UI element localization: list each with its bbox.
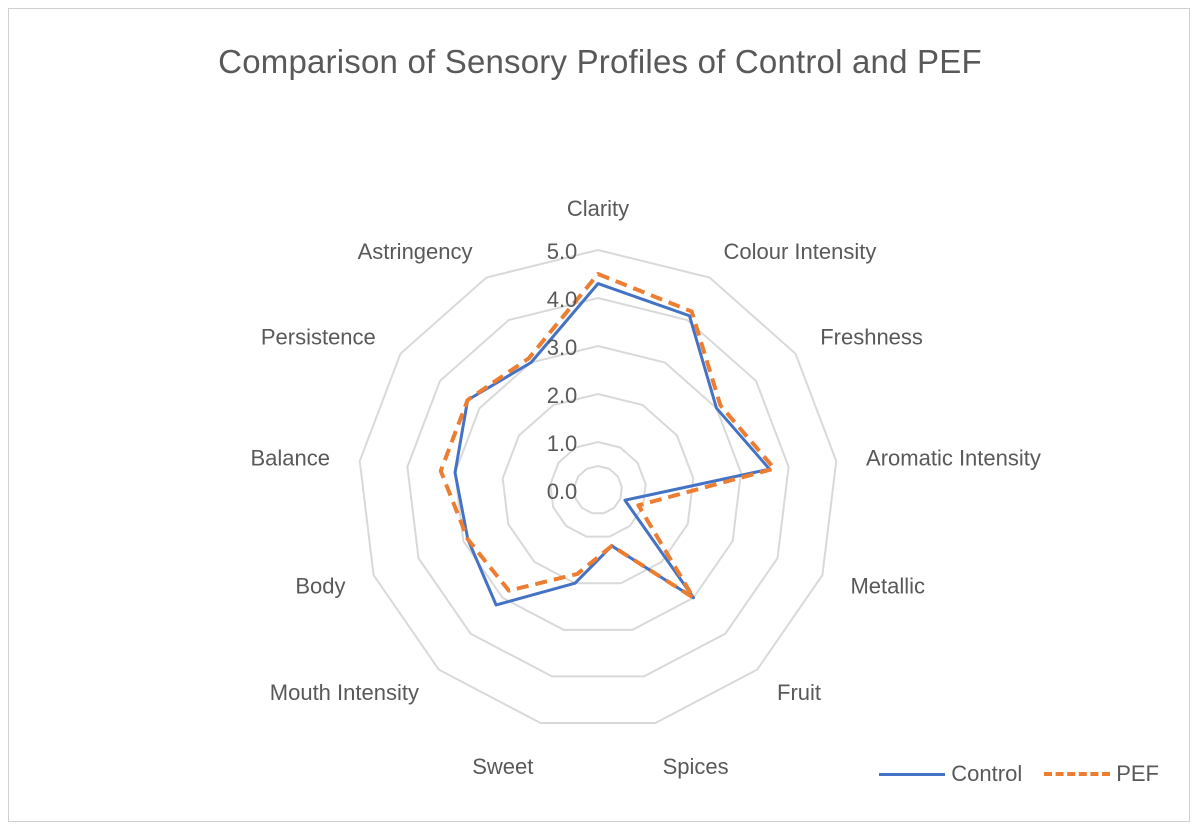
tick-label-1: 1.0 <box>547 431 578 456</box>
legend-swatch-control <box>879 772 946 776</box>
legend-item-control: Control <box>879 761 1022 787</box>
legend-item-pef: PEF <box>1044 761 1159 787</box>
tick-label-2: 2.0 <box>547 383 578 408</box>
category-label-colour-intensity: Colour Intensity <box>723 239 876 264</box>
chart-legend: Control PEF <box>879 761 1159 787</box>
category-label-astringency: Astringency <box>358 239 473 264</box>
tick-label-5: 5.0 <box>547 239 578 264</box>
category-label-aromatic-intensity: Aromatic Intensity <box>866 445 1041 470</box>
category-label-mouth-intensity: Mouth Intensity <box>270 680 419 705</box>
category-label-body: Body <box>295 574 345 599</box>
grid-ring-1 <box>549 440 647 538</box>
category-label-metallic: Metallic <box>850 574 925 599</box>
legend-label-pef: PEF <box>1116 761 1159 786</box>
tick-label-3: 3.0 <box>547 335 578 360</box>
radar-chart: 0.0 1.0 2.0 3.0 4.0 5.0 Clarity Colour Intensit… <box>250 196 1041 779</box>
chart-title: Comparison of Sensory Profiles of Contro… <box>218 43 982 80</box>
tick-label-4: 4.0 <box>547 287 578 312</box>
category-label-sweet: Sweet <box>472 754 533 779</box>
grid-ring-3 <box>454 344 742 631</box>
category-label-fruit: Fruit <box>777 680 821 705</box>
grid-ring-0 <box>573 464 623 515</box>
grid-ring-2 <box>501 392 695 585</box>
series-line-pef <box>438 272 777 600</box>
tick-label-0: 0.0 <box>547 479 578 504</box>
grid-ring-4 <box>406 296 790 678</box>
category-label-spices: Spices <box>663 754 729 779</box>
category-label-clarity: Clarity <box>567 196 629 221</box>
chart-frame: Comparison of Sensory Profiles of Contro… <box>8 8 1190 822</box>
category-label-persistence: Persistence <box>261 325 376 350</box>
grid-ring-5 <box>358 248 838 725</box>
legend-swatch-pef <box>1044 772 1111 776</box>
category-label-freshness: Freshness <box>820 325 923 350</box>
legend-label-control: Control <box>951 761 1023 786</box>
series-line-control <box>453 282 772 607</box>
category-label-balance: Balance <box>250 445 330 470</box>
